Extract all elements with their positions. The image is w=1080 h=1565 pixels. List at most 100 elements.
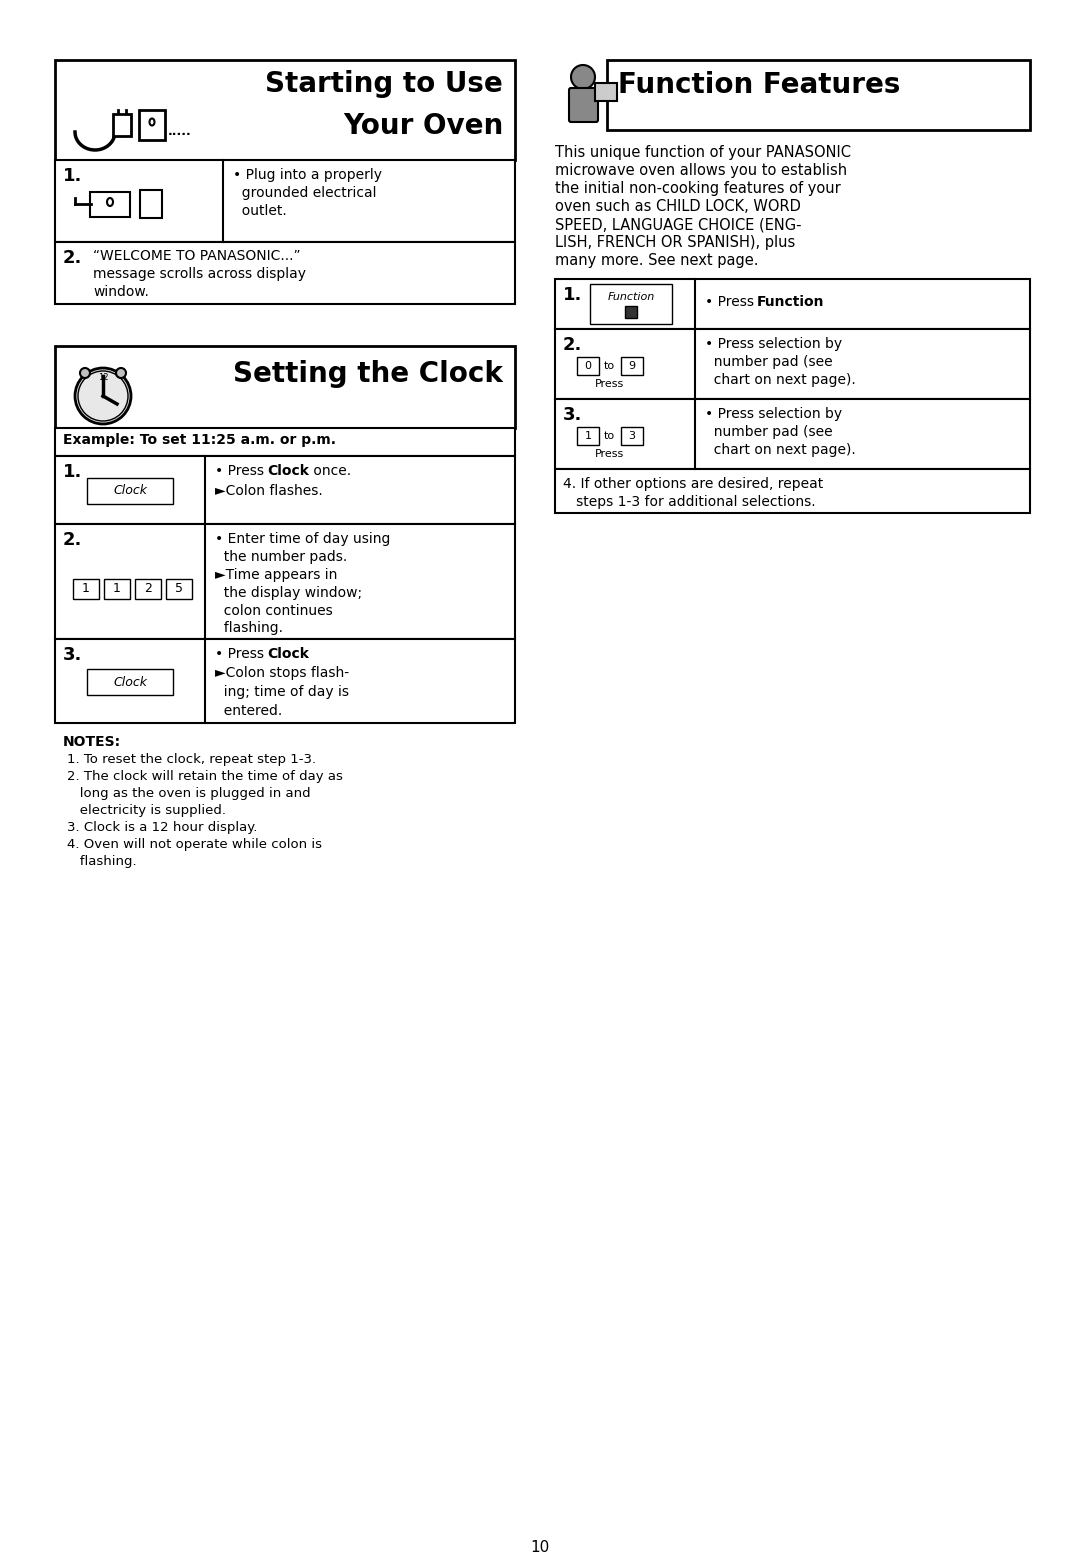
Text: • Enter time of day using: • Enter time of day using (215, 532, 390, 546)
Text: the initial non-cooking features of your: the initial non-cooking features of your (555, 182, 840, 196)
Text: Clock: Clock (113, 676, 147, 689)
Text: flashing.: flashing. (67, 854, 137, 869)
Text: many more. See next page.: many more. See next page. (555, 254, 758, 268)
Bar (577, 357, 599, 376)
Text: SPEED, LANGUAGE CHOICE (ENG-: SPEED, LANGUAGE CHOICE (ENG- (555, 218, 801, 232)
Text: message scrolls across display: message scrolls across display (93, 268, 306, 282)
Text: • Plug into a properly: • Plug into a properly (233, 167, 382, 182)
Text: grounded electrical: grounded electrical (233, 186, 377, 200)
Bar (555, 470, 1030, 513)
Text: entered.: entered. (215, 704, 282, 718)
Bar (555, 399, 1030, 469)
Text: Clock: Clock (267, 463, 309, 477)
Text: chart on next page).: chart on next page). (705, 372, 855, 387)
Bar (55, 243, 515, 304)
Text: Your Oven: Your Oven (342, 113, 503, 139)
Text: 4. If other options are desired, repeat: 4. If other options are desired, repeat (563, 477, 823, 491)
Bar (55, 346, 515, 427)
Text: 4. Oven will not operate while colon is: 4. Oven will not operate while colon is (67, 837, 322, 851)
Bar (140, 189, 162, 218)
Circle shape (116, 368, 126, 379)
Text: flashing.: flashing. (215, 621, 283, 635)
Text: 3. Clock is a 12 hour display.: 3. Clock is a 12 hour display. (67, 822, 257, 834)
Text: ►Colon flashes.: ►Colon flashes. (215, 484, 323, 498)
Bar (113, 114, 131, 136)
Text: steps 1-3 for additional selections.: steps 1-3 for additional selections. (563, 495, 815, 509)
Text: 1. To reset the clock, repeat step 1-3.: 1. To reset the clock, repeat step 1-3. (67, 753, 316, 765)
Circle shape (80, 368, 90, 379)
Circle shape (571, 66, 595, 89)
Text: This unique function of your PANASONIC: This unique function of your PANASONIC (555, 146, 851, 160)
Bar (135, 579, 161, 599)
Text: Clock: Clock (267, 646, 309, 660)
Text: 3.: 3. (563, 405, 582, 424)
Bar (55, 160, 515, 243)
Text: 10: 10 (530, 1540, 550, 1556)
Bar (87, 668, 173, 695)
Text: • Press selection by: • Press selection by (705, 407, 842, 421)
Text: Function: Function (607, 293, 654, 302)
Text: 3.: 3. (63, 646, 82, 664)
Text: Function: Function (757, 294, 824, 308)
Bar (595, 83, 617, 102)
Text: oven such as CHILD LOCK, WORD: oven such as CHILD LOCK, WORD (555, 199, 801, 214)
Text: • Press: • Press (215, 646, 268, 660)
Text: • Press: • Press (705, 294, 758, 308)
Bar (139, 110, 165, 139)
Bar (577, 427, 599, 444)
Text: the number pads.: the number pads. (215, 549, 348, 563)
Bar (55, 639, 515, 723)
Text: Starting to Use: Starting to Use (266, 70, 503, 99)
Text: 12: 12 (98, 372, 108, 382)
Text: Press: Press (595, 379, 624, 390)
Text: 2.: 2. (63, 249, 82, 268)
Text: .: . (303, 646, 309, 660)
Bar (621, 357, 643, 376)
Bar (55, 427, 515, 455)
Text: 1.: 1. (63, 167, 82, 185)
Text: “WELCOME TO PANASONIC...”: “WELCOME TO PANASONIC...” (93, 249, 300, 263)
Bar (90, 192, 130, 218)
Text: 1.: 1. (63, 463, 82, 480)
Text: 1: 1 (82, 582, 90, 596)
Text: window.: window. (93, 285, 149, 299)
Bar (73, 579, 99, 599)
Text: electricity is supplied.: electricity is supplied. (67, 804, 226, 817)
Text: 1.: 1. (563, 286, 582, 304)
Text: 5: 5 (175, 582, 183, 596)
Text: to: to (604, 430, 616, 441)
Text: ►Colon stops flash-: ►Colon stops flash- (215, 667, 349, 681)
Text: 2: 2 (144, 582, 152, 596)
Bar (55, 455, 515, 524)
Bar (621, 427, 643, 444)
Bar (590, 283, 672, 324)
Text: to: to (604, 362, 616, 371)
Text: 3: 3 (629, 430, 635, 441)
Bar (55, 59, 515, 160)
Text: Press: Press (595, 449, 624, 459)
Text: microwave oven allows you to establish: microwave oven allows you to establish (555, 163, 847, 178)
Bar (55, 524, 515, 639)
Bar (607, 59, 1030, 130)
Text: long as the oven is plugged in and: long as the oven is plugged in and (67, 787, 311, 800)
Text: 2.: 2. (63, 531, 82, 549)
Text: once.: once. (309, 463, 351, 477)
Text: .: . (819, 294, 823, 308)
Bar (555, 279, 1030, 329)
Bar (87, 477, 173, 504)
Ellipse shape (107, 199, 113, 207)
Text: number pad (see: number pad (see (705, 355, 833, 369)
Circle shape (75, 368, 131, 424)
Ellipse shape (149, 119, 154, 125)
Text: LISH, FRENCH OR SPANISH), plus: LISH, FRENCH OR SPANISH), plus (555, 235, 795, 250)
Text: 1: 1 (584, 430, 592, 441)
FancyBboxPatch shape (569, 88, 598, 122)
Text: 1: 1 (113, 582, 121, 596)
Text: 2. The clock will retain the time of day as: 2. The clock will retain the time of day… (67, 770, 342, 782)
Text: Setting the Clock: Setting the Clock (233, 360, 503, 388)
Text: 9: 9 (629, 362, 635, 371)
Text: 2.: 2. (563, 336, 582, 354)
Text: • Press: • Press (215, 463, 268, 477)
Text: chart on next page).: chart on next page). (705, 443, 855, 457)
Text: the display window;: the display window; (215, 585, 362, 599)
